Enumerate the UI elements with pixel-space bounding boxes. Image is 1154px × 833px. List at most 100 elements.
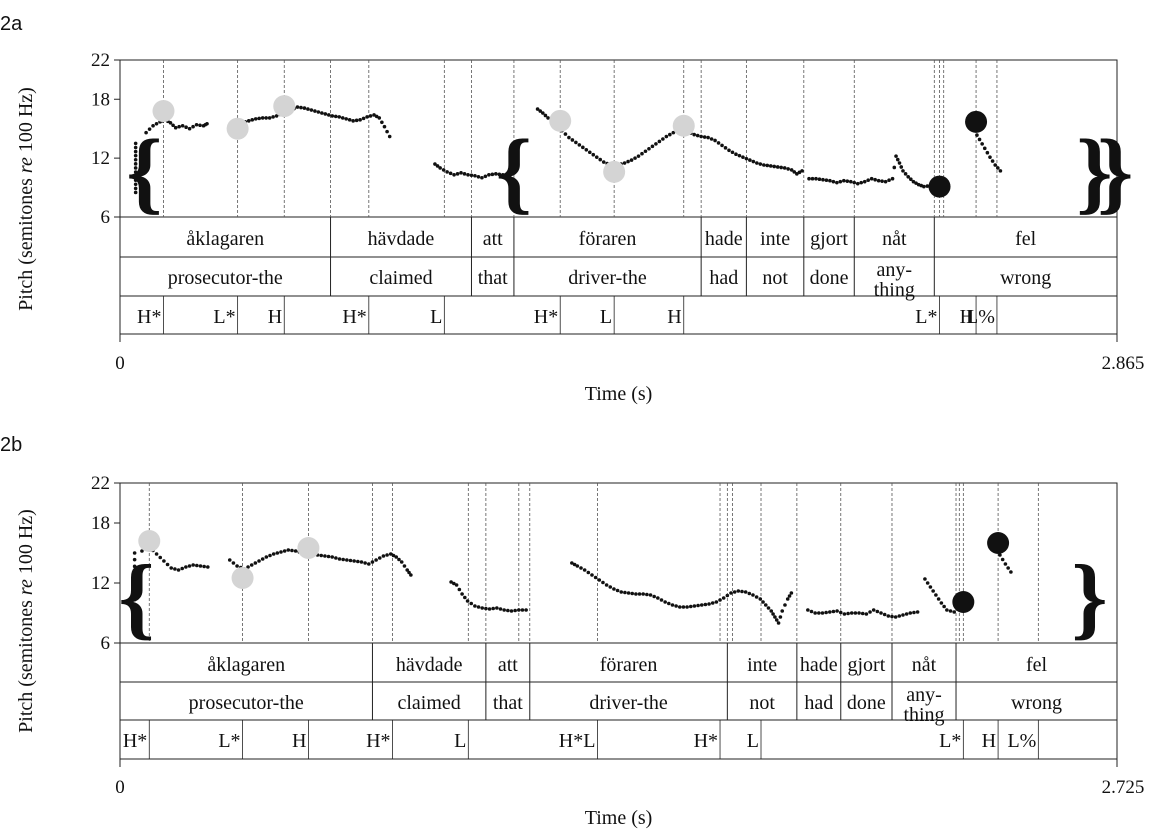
open-brace: { <box>126 120 162 222</box>
word-gloss: driver-the <box>589 692 668 714</box>
pitch-point <box>132 631 137 635</box>
pitch-point <box>582 568 587 572</box>
pitch-point <box>879 611 883 615</box>
pitch-point <box>498 607 503 611</box>
pitch-point <box>714 600 719 604</box>
word-gloss-line: thing <box>903 704 944 726</box>
pitch-point <box>934 593 938 597</box>
pitch-point <box>824 610 828 615</box>
open-brace: { <box>496 120 532 222</box>
pitch-point <box>205 121 209 126</box>
pitch-point <box>608 585 613 589</box>
pitch-point <box>507 173 512 178</box>
x-tick-label: 0 <box>115 777 125 798</box>
pitch-point <box>323 554 327 558</box>
pitch-point <box>820 611 825 615</box>
pitch-point <box>597 578 602 582</box>
pitch-point <box>702 135 707 139</box>
pitch-point <box>664 134 669 139</box>
pitch-point <box>751 593 755 597</box>
pitch-point <box>268 553 272 558</box>
pitch-point <box>795 172 799 176</box>
pitch-point <box>1009 570 1013 574</box>
word-swedish: hade <box>705 228 743 250</box>
pitch-point <box>433 162 437 166</box>
pitch-point <box>656 596 660 600</box>
pitch-point <box>721 596 726 600</box>
pitch-point <box>855 181 860 186</box>
pitch-point <box>901 613 905 617</box>
pitch-point <box>457 587 462 592</box>
pitch-point <box>132 584 137 589</box>
y-axis-label: Pitch (semitones re 100 Hz) <box>15 509 37 733</box>
pitch-point <box>162 559 166 563</box>
tone-label: L <box>430 306 442 328</box>
pitch-point <box>859 180 864 185</box>
pitch-point <box>923 577 927 581</box>
pitch-point <box>151 123 155 128</box>
pitch-point <box>647 147 651 151</box>
pitch-point <box>391 553 396 558</box>
pitch-point <box>363 561 367 565</box>
tonal-target-marker <box>987 532 1010 554</box>
pitch-point <box>813 611 817 615</box>
pitch-point <box>699 134 703 139</box>
pitch-point <box>893 615 898 619</box>
tonal-target-marker <box>952 591 975 613</box>
word-gloss: claimed <box>398 692 461 714</box>
pitch-point <box>741 155 745 159</box>
pitch-point <box>590 573 594 577</box>
pitch-point <box>868 610 872 614</box>
pitch-panel-2b: 2b 6 12 18 22 0 2.725 Time (s) Pitch (semitones … <box>0 434 1144 829</box>
pitch-point <box>309 108 314 112</box>
pitch-point <box>577 143 582 147</box>
pitch-point <box>914 181 918 185</box>
pitch-point <box>751 159 756 164</box>
pitch-point <box>377 556 382 560</box>
pitch-point <box>490 172 495 177</box>
pitch-point <box>685 605 689 609</box>
tone-label: H <box>292 730 306 752</box>
pitch-point <box>344 117 348 121</box>
word-gloss: not <box>762 267 788 289</box>
pitch-point <box>399 560 404 564</box>
pitch-point <box>132 571 137 575</box>
pitch-point <box>133 186 138 191</box>
close-brace: } <box>1071 546 1107 648</box>
pitch-point <box>835 180 839 185</box>
pitch-point <box>862 179 867 184</box>
plot-frame <box>119 59 1118 335</box>
plot-frame <box>119 482 1118 760</box>
word-swedish: föraren <box>579 228 637 250</box>
pitch-point <box>455 172 460 176</box>
pitch-point <box>264 116 268 120</box>
word-gloss: that <box>478 267 508 289</box>
pitch-point <box>723 146 728 150</box>
pitch-point <box>654 142 658 146</box>
pitch-point <box>563 132 568 136</box>
pitch-point <box>405 568 410 572</box>
pitch-point <box>593 575 598 580</box>
pitch-point <box>894 154 898 158</box>
word-swedish: hävdade <box>396 654 463 676</box>
pitch-point <box>725 593 730 598</box>
pitch-point <box>936 597 941 601</box>
pitch-point <box>352 559 356 563</box>
pitch-point <box>337 115 342 119</box>
word-swedish: gjort <box>847 654 885 676</box>
pitch-point <box>402 564 407 568</box>
pitch-point <box>797 170 802 175</box>
tonal-target-marker <box>152 100 175 123</box>
tonal-target-marker <box>138 530 161 552</box>
pitch-point <box>667 601 671 606</box>
pitch-point <box>720 143 724 148</box>
tone-label: L* <box>915 306 937 328</box>
pitch-point <box>612 587 616 591</box>
pitch-point <box>838 610 843 615</box>
pitch-point <box>497 172 502 177</box>
pitch-point <box>168 121 173 125</box>
pitch-point <box>435 164 440 168</box>
pitch-point <box>290 548 294 553</box>
y-tick-label: 18 <box>91 513 110 534</box>
pitch-point <box>133 153 138 158</box>
